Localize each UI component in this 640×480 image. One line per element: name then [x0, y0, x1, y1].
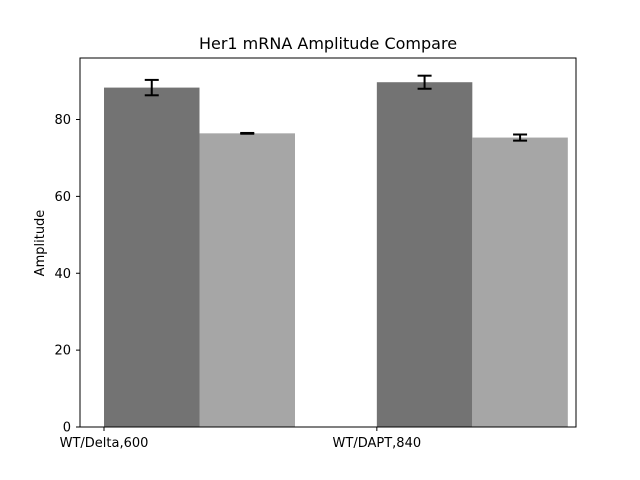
y-tick-label: 80: [54, 113, 71, 128]
y-tick-label: 20: [54, 344, 71, 359]
error-bar-series2-wt-dapt-840: [513, 133, 528, 142]
x-tick-label: WT/Delta,600: [60, 436, 149, 451]
bar-series2-wt-dapt-840: [472, 137, 568, 428]
error-bar-series1-wt-delta-600: [144, 78, 159, 97]
y-axis: 0 20 40 60 80: [54, 113, 80, 436]
error-bar-series1-wt-dapt-840: [417, 74, 432, 90]
bar-series2-wt-delta-600: [199, 133, 295, 427]
x-axis: WT/Delta,600 WT/DAPT,840: [60, 427, 422, 451]
y-tick-label: 60: [54, 190, 71, 205]
y-tick-label: 0: [63, 421, 71, 436]
plot-frame: [79, 57, 577, 428]
error-bars-group: [144, 74, 528, 142]
y-tick-label: 40: [54, 267, 71, 282]
x-tick-label: WT/DAPT,840: [333, 436, 422, 451]
error-bar-series2-wt-delta-600: [240, 131, 255, 135]
chart-title: Her1 mRNA Amplitude Compare: [199, 34, 457, 53]
bar-series1-wt-delta-600: [104, 87, 200, 428]
y-axis-label: Amplitude: [33, 210, 48, 277]
bars-group: [104, 82, 568, 428]
bar-series1-wt-dapt-840: [376, 82, 473, 427]
